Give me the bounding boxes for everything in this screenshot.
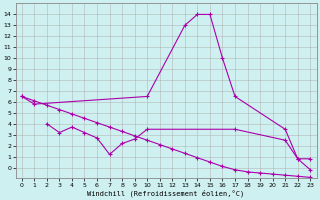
X-axis label: Windchill (Refroidissement éolien,°C): Windchill (Refroidissement éolien,°C) [87,189,245,197]
